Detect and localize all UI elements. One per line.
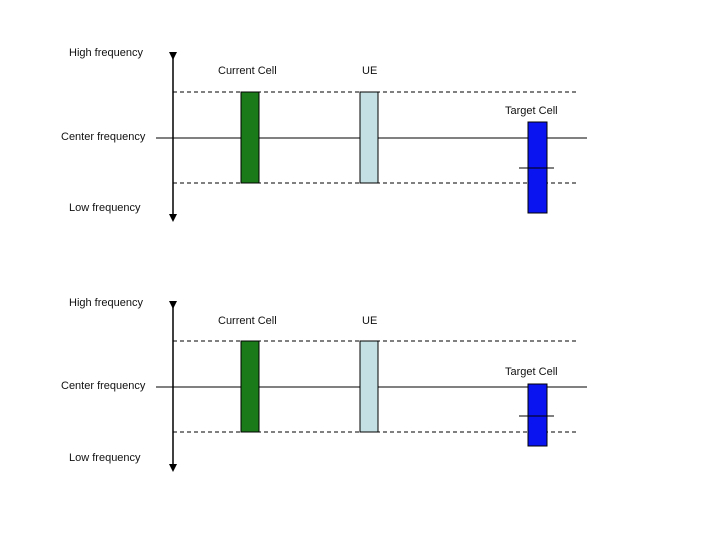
- target-cell-bar: [527, 383, 548, 447]
- ue-label: UE: [362, 315, 378, 327]
- center-frequency-label: Center frequency: [61, 131, 146, 143]
- target-cell-label: Target Cell: [505, 105, 558, 117]
- low-frequency-label: Low frequency: [69, 452, 141, 464]
- target-cell-label: Target Cell: [505, 366, 558, 378]
- current-cell-label: Current Cell: [218, 65, 277, 77]
- high-frequency-label: High frequency: [69, 297, 143, 309]
- diagram-top-graphics: [156, 52, 587, 222]
- ue-label: UE: [362, 65, 378, 77]
- ue-bar: [359, 340, 379, 433]
- current-cell-bar: [240, 340, 260, 433]
- high-frequency-label: High frequency: [69, 47, 143, 59]
- ue-bar: [359, 91, 379, 184]
- low-frequency-label: Low frequency: [69, 202, 141, 214]
- center-frequency-label: Center frequency: [61, 380, 146, 392]
- current-cell-label: Current Cell: [218, 315, 277, 327]
- current-cell-bar: [240, 91, 260, 184]
- diagram-bottom-graphics: [156, 301, 587, 472]
